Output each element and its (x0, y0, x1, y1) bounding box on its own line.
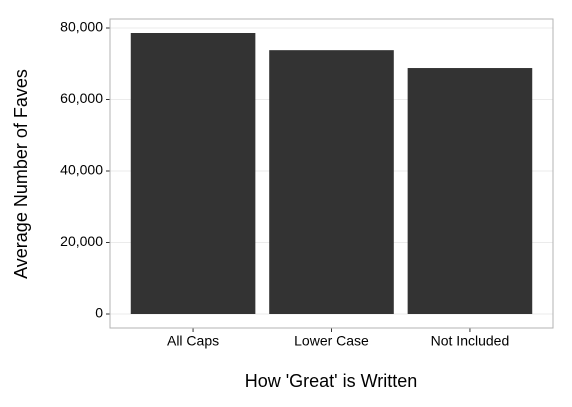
bar (269, 50, 394, 315)
x-axis-title: How 'Great' is Written (245, 371, 418, 391)
y-tick-label: 40,000 (60, 162, 103, 178)
y-tick-label: 60,000 (60, 90, 103, 106)
x-tick-label: Lower Case (294, 333, 369, 349)
x-tick-label: Not Included (431, 333, 510, 349)
bar (130, 33, 256, 315)
y-tick-label: 80,000 (60, 19, 103, 35)
panel-border (109, 18, 554, 329)
bar (407, 68, 533, 315)
x-tick-label: All Caps (167, 333, 219, 349)
y-tick-label: 0 (95, 305, 103, 321)
y-tick-label: 20,000 (60, 233, 103, 249)
y-axis-title: Average Number of Faves (11, 69, 31, 279)
